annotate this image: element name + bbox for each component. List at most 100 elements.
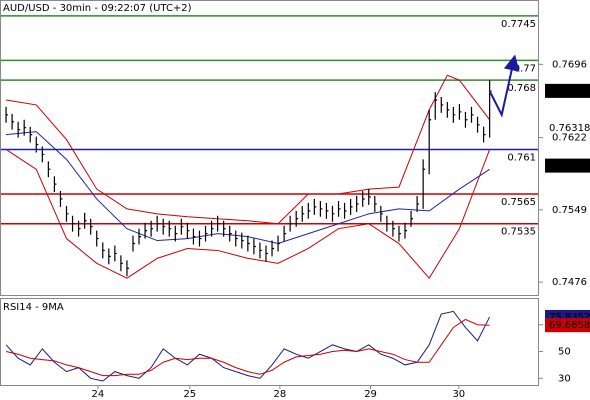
ohlc-bar [71, 215, 75, 232]
ohlc-bar [17, 121, 21, 138]
ohlc-bar [59, 191, 63, 207]
rsi-line [5, 318, 490, 377]
indicator-line [5, 149, 491, 280]
ohlc-bar [307, 202, 311, 219]
level-label: 0.77 [514, 63, 536, 74]
ohlc-bar [470, 106, 474, 123]
level-label: 0.7565 [501, 197, 536, 208]
ohlc-bar [174, 225, 178, 242]
ohlc-bar [186, 222, 190, 239]
ohlc-bar [114, 245, 117, 262]
ohlc-bar [283, 225, 287, 242]
x-tick-label: 25 [183, 389, 196, 400]
ohlc-bar [126, 260, 129, 277]
x-tick-label: 24 [92, 389, 105, 400]
ohlc-bar [313, 198, 317, 215]
ohlc-bar [428, 109, 432, 175]
rsi-panel [0, 298, 539, 386]
rsi-tick-label: 30 [558, 373, 571, 384]
indicator-line [5, 74, 491, 225]
ohlc-bar [180, 218, 184, 235]
rsi-line [5, 310, 491, 382]
ohlc-bar [65, 205, 69, 222]
ohlc-bar [325, 202, 329, 219]
ohlc-bar [217, 215, 220, 232]
ohlc-bar [204, 225, 208, 242]
rsi-title: RSI14 - 9MA [3, 302, 64, 313]
projection-arrow [488, 54, 520, 118]
ohlc-bar [337, 200, 341, 217]
ohlc-bar [265, 245, 268, 262]
level-label: 0.761 [507, 152, 536, 163]
ohlc-bar [223, 220, 226, 237]
ohlc-bar [319, 200, 323, 217]
ohlc-bar [343, 202, 347, 219]
ohlc-bar [386, 215, 389, 232]
ohlc-bar [132, 235, 135, 252]
y-tick-label: 0.7549 [552, 205, 587, 216]
ohlc-bar [380, 205, 383, 222]
ohlc-bar [362, 191, 365, 207]
ohlc-bar [210, 220, 214, 237]
ohlc-bar [301, 205, 305, 222]
ohlc-bar [162, 218, 166, 235]
x-tick-label: 30 [452, 389, 465, 400]
ohlc-bar [235, 230, 238, 247]
ohlc-bar [150, 220, 154, 237]
ohlc-bar [23, 119, 27, 136]
rsi-marker-label: 69.6858 [549, 320, 590, 331]
ohlc-bar [374, 196, 377, 212]
ohlc-bar [192, 228, 196, 245]
ohlc-bar [198, 230, 202, 247]
ohlc-bar [144, 222, 148, 239]
ohlc-bar [434, 92, 438, 120]
ohlc-bar [446, 101, 450, 118]
ohlc-bar [53, 176, 57, 193]
ohlc-bar [368, 189, 371, 205]
ohlc-bar [247, 235, 250, 252]
ohlc-bar [229, 225, 232, 242]
price-panel [0, 0, 539, 296]
price-marker-label: 0.75937 [549, 161, 590, 172]
price-marker-box [545, 83, 590, 98]
ohlc-bar [350, 198, 353, 215]
ohlc-bar [35, 136, 39, 153]
ohlc-bar [422, 159, 426, 209]
ohlc-bar [156, 215, 160, 232]
level-label: 0.7535 [501, 227, 536, 238]
rsi-marker-label: 75.8352 [549, 312, 590, 323]
ohlc-bar [416, 196, 420, 212]
ohlc-bar [392, 220, 395, 237]
ohlc-bar [464, 111, 468, 128]
ohlc-bar [398, 225, 401, 242]
ohlc-bar [410, 210, 414, 227]
ohlc-bar [120, 255, 123, 272]
level-label: 0.7745 [501, 19, 536, 30]
ohlc-bar [482, 126, 486, 143]
ohlc-bar [295, 210, 299, 227]
rsi-marker-box [545, 318, 590, 333]
ohlc-bar [440, 97, 444, 113]
y-tick-label: 0.7622 [552, 133, 587, 144]
ohlc-bar [241, 232, 244, 249]
chart-title: AUD/USD - 30min - 09:22:07 (UTC+2) [3, 3, 192, 14]
y-tick-label: 0.7696 [552, 59, 587, 70]
ohlc-bar [5, 106, 9, 123]
ohlc-bar [11, 113, 15, 130]
ohlc-bar [41, 146, 45, 163]
ohlc-bar [253, 238, 256, 255]
ohlc-bar [47, 161, 51, 178]
y-tick-label: 0.7476 [552, 277, 587, 288]
ohlc-bar [289, 215, 293, 232]
ohlc-bar [489, 80, 492, 138]
ohlc-bar [476, 116, 480, 133]
level-label: 0.768 [507, 83, 536, 94]
x-tick-label: 29 [364, 389, 377, 400]
ohlc-bar [77, 220, 81, 237]
ohlc-bar [356, 196, 359, 212]
ohlc-bar [108, 248, 111, 265]
ohlc-bar [84, 212, 87, 229]
ohlc-bar [168, 220, 172, 237]
